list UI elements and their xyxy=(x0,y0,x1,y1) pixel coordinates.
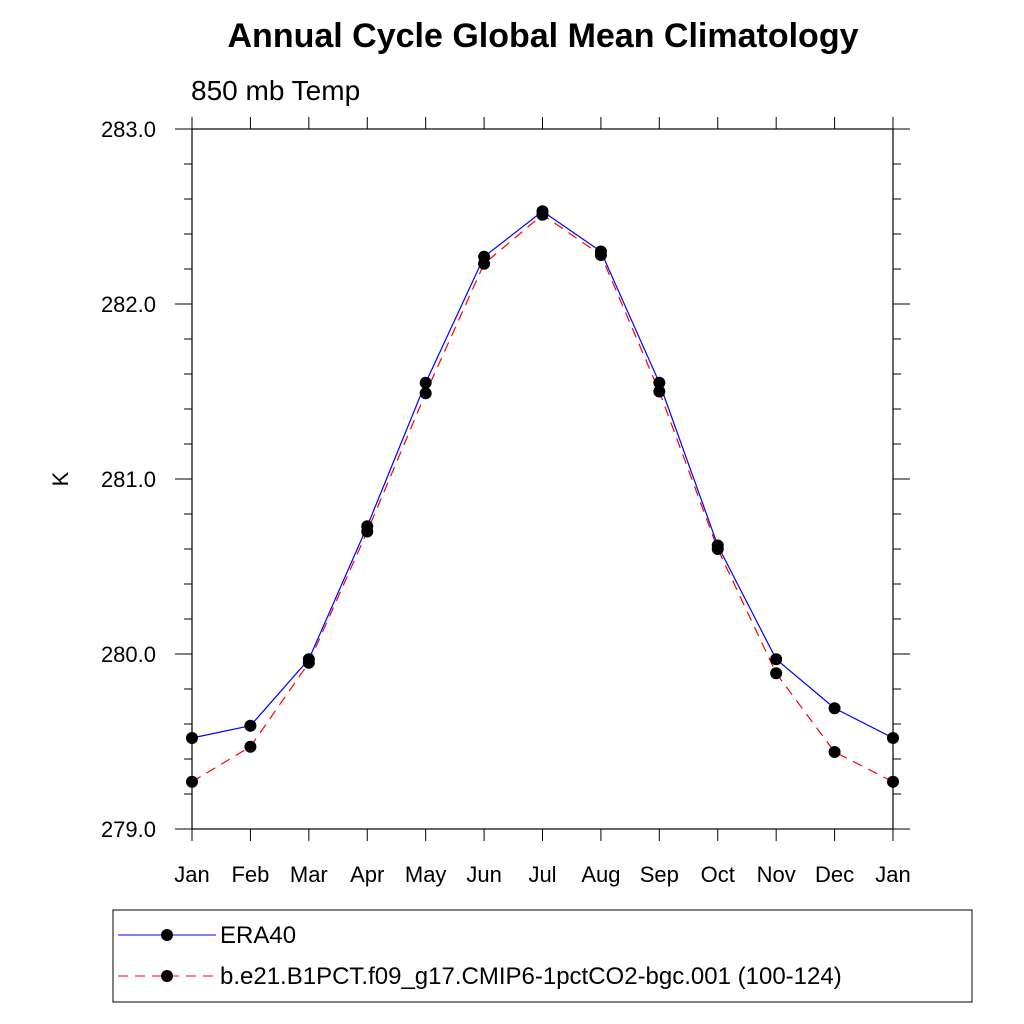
series-point-model xyxy=(536,208,549,221)
y-axis-label: K xyxy=(48,471,73,486)
x-tick-label: Dec xyxy=(815,862,854,887)
series-point-era40 xyxy=(887,732,899,744)
series-point-model xyxy=(594,249,607,261)
series-point-model xyxy=(186,775,198,788)
series-point-era40 xyxy=(653,376,666,389)
series-line-era40 xyxy=(191,210,894,739)
legend-label-model: b.e21.B1PCT.f09_g17.CMIP6-1pctCO2-bgc.00… xyxy=(220,963,842,990)
series-point-model xyxy=(361,525,374,538)
y-tick-label: 280.0 xyxy=(101,642,156,667)
series-point-model xyxy=(828,746,841,758)
series-point-model xyxy=(770,667,783,680)
x-tick-label: Aug xyxy=(581,862,620,887)
x-tick-label: Jul xyxy=(528,862,556,887)
legend: ERA40 b.e21.B1PCT.f09_g17.CMIP6-1pctCO2-… xyxy=(112,909,973,1003)
series-point-era40 xyxy=(828,702,841,715)
x-tick-label: Oct xyxy=(701,862,735,887)
x-tick-label: Jan xyxy=(875,862,910,887)
series-point-era40 xyxy=(770,653,783,666)
series-layer xyxy=(186,205,899,788)
legend-label-era40: ERA40 xyxy=(220,922,296,949)
x-tick-label: Jan xyxy=(174,862,209,887)
chart-subtitle: 850 mb Temp xyxy=(191,75,360,106)
series-point-model xyxy=(244,740,257,753)
legend-box xyxy=(112,909,973,1003)
series-point-model xyxy=(478,257,491,270)
series-point-era40 xyxy=(244,719,257,732)
legend-marker-era40 xyxy=(161,929,173,941)
axes: Jan Feb Mar Apr May Jun Jul Aug Sep Oct Nov Dec Jan 2… xyxy=(101,117,911,887)
series-line-model xyxy=(191,213,894,783)
plot-area xyxy=(191,128,894,830)
chart-title: Annual Cycle Global Mean Climatology xyxy=(228,17,859,55)
y-tick-label: 283.0 xyxy=(101,117,156,142)
x-tick-label: Sep xyxy=(640,862,679,887)
x-tick-label: Mar xyxy=(290,862,328,887)
y-tick-label: 281.0 xyxy=(101,467,156,492)
series-point-model xyxy=(419,387,432,400)
series-point-model xyxy=(887,775,899,788)
series-point-era40 xyxy=(186,732,198,744)
y-tick-label: 282.0 xyxy=(101,292,156,317)
series-point-model xyxy=(653,385,666,398)
x-tick-label: Nov xyxy=(757,862,796,887)
legend-marker-model xyxy=(161,970,173,982)
series-point-model xyxy=(302,656,315,669)
x-tick-label: May xyxy=(405,862,447,887)
y-tick-label: 279.0 xyxy=(101,817,156,842)
series-point-model xyxy=(711,543,724,555)
x-tick-label: Jun xyxy=(466,862,501,887)
series-point-era40 xyxy=(419,376,432,389)
x-tick-label: Apr xyxy=(350,862,384,887)
x-tick-label: Feb xyxy=(231,862,269,887)
